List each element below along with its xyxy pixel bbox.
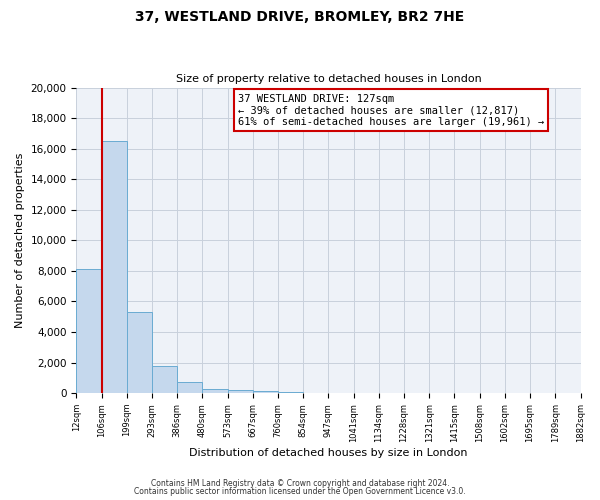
- Bar: [127, 312, 152, 393]
- Bar: [278, 392, 303, 393]
- Text: 37 WESTLAND DRIVE: 127sqm
← 39% of detached houses are smaller (12,817)
61% of s: 37 WESTLAND DRIVE: 127sqm ← 39% of detac…: [238, 94, 544, 127]
- Bar: [101, 141, 127, 393]
- Bar: [177, 382, 202, 393]
- Bar: [253, 391, 278, 393]
- Bar: [76, 270, 101, 393]
- Text: 37, WESTLAND DRIVE, BROMLEY, BR2 7HE: 37, WESTLAND DRIVE, BROMLEY, BR2 7HE: [136, 10, 464, 24]
- Text: Contains HM Land Registry data © Crown copyright and database right 2024.: Contains HM Land Registry data © Crown c…: [151, 478, 449, 488]
- Bar: [227, 390, 253, 393]
- Y-axis label: Number of detached properties: Number of detached properties: [15, 152, 25, 328]
- Bar: [152, 366, 177, 393]
- Bar: [202, 388, 227, 393]
- Text: Contains public sector information licensed under the Open Government Licence v3: Contains public sector information licen…: [134, 487, 466, 496]
- X-axis label: Distribution of detached houses by size in London: Distribution of detached houses by size …: [189, 448, 468, 458]
- Title: Size of property relative to detached houses in London: Size of property relative to detached ho…: [176, 74, 481, 84]
